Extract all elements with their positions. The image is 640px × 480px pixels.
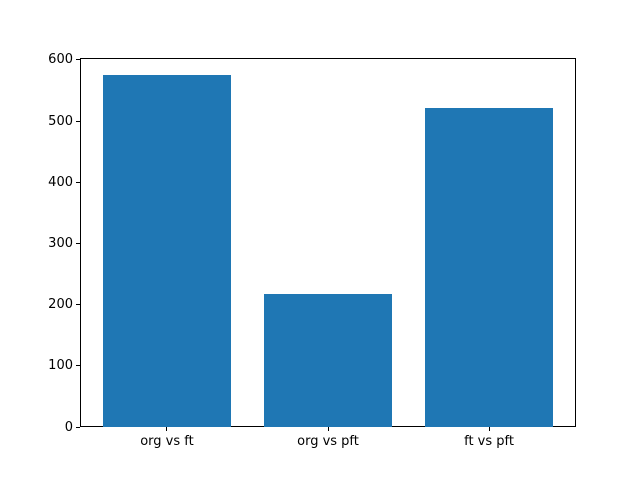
x-tick-label-ft-vs-pft: ft vs pft (464, 434, 514, 450)
bar-ft-vs-pft (424, 108, 554, 428)
y-tick-label-500: 500 (48, 113, 73, 129)
x-tick-mark-org-vs-pft (327, 427, 329, 432)
bar-org-vs-ft (102, 75, 232, 428)
y-tick-mark-500 (76, 120, 80, 122)
bar-org-vs-pft (263, 294, 393, 428)
x-tick-mark-ft-vs-pft (488, 427, 490, 432)
x-tick-label-org-vs-ft: org vs ft (140, 434, 194, 450)
y-tick-mark-400 (76, 181, 80, 183)
x-tick-mark-org-vs-ft (166, 427, 168, 432)
y-tick-label-400: 400 (48, 174, 73, 190)
y-tick-label-100: 100 (48, 358, 73, 374)
y-tick-mark-200 (76, 304, 80, 306)
y-tick-label-600: 600 (48, 52, 73, 68)
y-tick-label-0: 0 (64, 419, 73, 435)
y-tick-mark-300 (76, 243, 80, 245)
y-tick-label-200: 200 (48, 297, 73, 313)
x-tick-label-org-vs-pft: org vs pft (297, 434, 359, 450)
y-tick-label-300: 300 (48, 236, 73, 252)
y-tick-mark-100 (76, 365, 80, 367)
y-tick-mark-600 (76, 59, 80, 61)
y-tick-mark-0 (76, 426, 80, 428)
